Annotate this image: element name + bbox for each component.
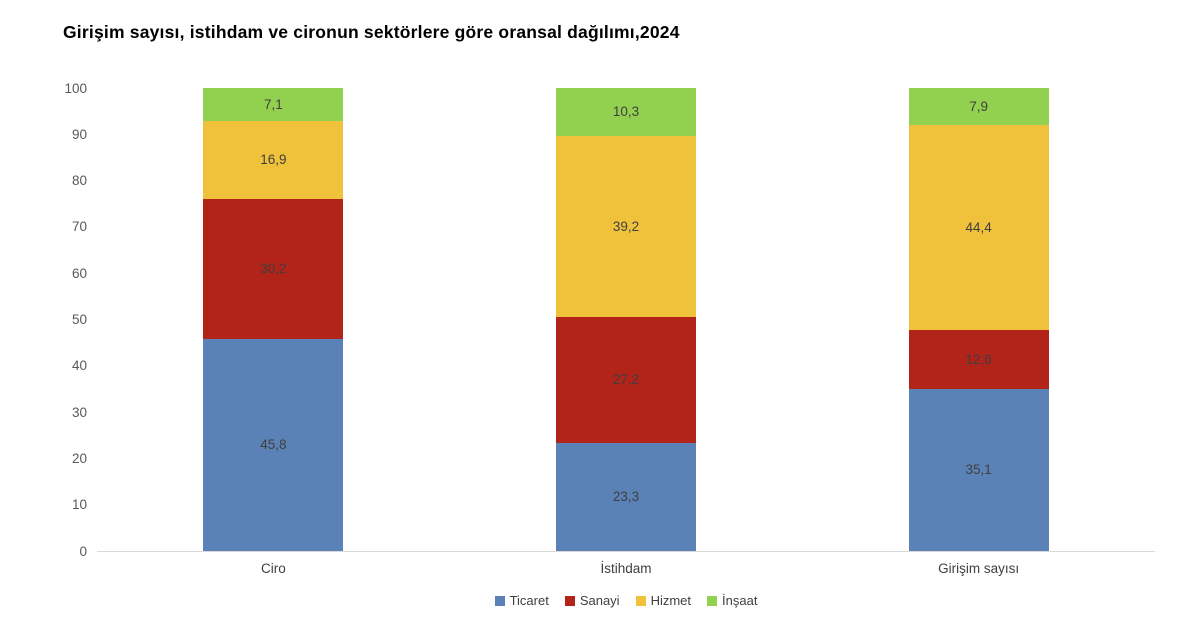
- bar-segment: 7,1: [203, 88, 344, 121]
- y-tick-label: 30: [71, 404, 87, 420]
- bars-row: 45,8 30,2 16,9 7,1 23,3 27,2 39,2 10,3 35,1 12,6 4…: [97, 88, 1155, 551]
- segment-value-label: 16,9: [260, 152, 287, 168]
- legend-swatch-icon: [707, 595, 718, 606]
- legend-item: Ticaret: [494, 593, 549, 608]
- y-tick-label: 80: [71, 172, 87, 188]
- segment-value-label: 39,2: [612, 218, 640, 234]
- segment-value-label: 12,6: [965, 351, 992, 367]
- segment-value-label: 7,1: [263, 96, 283, 112]
- stacked-bar: 45,8 30,2 16,9 7,1: [203, 88, 344, 551]
- y-tick-label: 20: [71, 450, 87, 466]
- bar-segment: 30,2: [203, 199, 344, 339]
- bar-segment: 10,3: [556, 88, 696, 136]
- bar-segment: 35,1: [908, 388, 1049, 551]
- y-tick-label: 90: [71, 126, 87, 142]
- y-tick-label: 0: [79, 543, 87, 559]
- x-axis-category-label: Girişim sayısı: [938, 561, 1020, 576]
- legend-swatch-icon: [635, 595, 646, 606]
- legend-item: Hizmet: [635, 593, 692, 608]
- bar-segment: 44,4: [908, 124, 1049, 331]
- y-tick-label: 100: [64, 80, 87, 96]
- bar-column: 45,8 30,2 16,9 7,1: [97, 88, 450, 551]
- bar-segment: 16,9: [203, 120, 344, 200]
- segment-value-label: 27,2: [612, 372, 640, 388]
- bar-segment: 7,9: [908, 88, 1049, 125]
- bar-segment: 12,6: [908, 330, 1049, 389]
- y-tick-label: 50: [71, 311, 87, 327]
- bar-column: 35,1 12,6 44,4 7,9: [802, 88, 1155, 551]
- bar-column: 23,3 27,2 39,2 10,3: [450, 88, 803, 551]
- segment-value-label: 44,4: [965, 219, 992, 235]
- y-tick-label: 10: [71, 496, 87, 512]
- legend-label: Sanayi: [579, 593, 620, 608]
- segment-value-label: 7,9: [969, 98, 989, 114]
- bar-segment: 39,2: [556, 135, 696, 318]
- y-tick-label: 60: [71, 265, 87, 281]
- legend-label: Ticaret: [509, 593, 549, 608]
- x-axis-labels: Ciro İstihdam Girişim sayısı: [97, 561, 1155, 576]
- bar-segment: 45,8: [203, 338, 344, 551]
- legend-item: İnşaat: [707, 593, 757, 608]
- segment-value-label: 35,1: [965, 462, 992, 477]
- x-axis-category-label: İstihdam: [600, 561, 652, 576]
- bar-segment: 23,3: [556, 443, 696, 551]
- legend-label: İnşaat: [722, 593, 758, 608]
- segment-value-label: 10,3: [612, 104, 640, 120]
- legend-item: Sanayi: [564, 593, 620, 608]
- legend-swatch-icon: [494, 595, 505, 606]
- y-tick-label: 40: [71, 358, 87, 374]
- x-axis-category-label: Ciro: [260, 561, 286, 576]
- bar-segment: 27,2: [556, 317, 696, 444]
- stacked-bar: 35,1 12,6 44,4 7,9: [908, 88, 1049, 551]
- legend-label: Hizmet: [650, 593, 692, 608]
- plot-area: 45,8 30,2 16,9 7,1 23,3 27,2 39,2 10,3 35,1 12,6 4…: [64, 81, 1155, 557]
- segment-value-label: 45,8: [260, 437, 287, 453]
- chart-title: Girişim sayısı, istihdam ve cironun sekt…: [63, 22, 680, 42]
- y-tick-label: 70: [71, 219, 87, 235]
- legend-swatch-icon: [564, 595, 575, 606]
- segment-value-label: 23,3: [612, 489, 640, 505]
- legend: Ticaret Sanayi Hizmet İnşaat: [97, 593, 1155, 608]
- segment-value-label: 30,2: [260, 261, 287, 277]
- chart-region: 45,8 30,2 16,9 7,1 23,3 27,2 39,2 10,3 35,1 12,6 4…: [64, 81, 1155, 608]
- stacked-bar: 23,3 27,2 39,2 10,3: [556, 88, 696, 551]
